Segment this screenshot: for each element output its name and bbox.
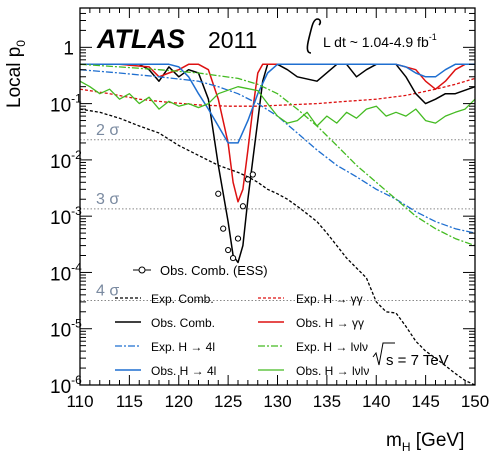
legend-ess-label: Obs. Comb. (ESS): [160, 263, 268, 278]
integral-icon: [306, 18, 322, 54]
sigma-label-4: 4 σ: [96, 283, 119, 300]
y-axis-title: Local p0: [4, 40, 28, 108]
series-obs-h-to-lnulnu: [79, 80, 476, 127]
x-tick-label: 115: [116, 392, 143, 411]
x-tick-label: 110: [66, 392, 93, 411]
experiment-label: ATLAS: [96, 24, 185, 54]
legend-label-obs-h-to-gammagamma: Obs. H → γγ: [296, 316, 364, 330]
legend-label-obs-h-to-lnulnu: Obs. H → lνlν: [296, 364, 369, 378]
ess-point: [215, 190, 222, 197]
legend-label-exp-h-to-lnulnu: Exp. H → lνlν: [296, 340, 368, 354]
y-tick-label: 10-4: [50, 260, 82, 285]
series-exp-h-to-gammagamma: [79, 77, 476, 107]
x-tick-label: 130: [263, 392, 291, 411]
ess-point: [244, 176, 251, 183]
y-tick-label: 10-6: [50, 373, 82, 398]
x-tick-label: 140: [362, 392, 390, 411]
x-tick-label: 125: [214, 392, 242, 411]
luminosity-label: L dt ~ 1.04-4.9 fb-1: [323, 32, 437, 50]
y-tick-label: 10-5: [50, 317, 82, 342]
series-exp-h-to-4l: [79, 69, 476, 234]
ess-point: [249, 171, 256, 178]
legend-label-exp-h-to-4l: Exp. H → 4l: [151, 340, 215, 354]
ess-point: [220, 225, 227, 232]
legend-label-exp-comb: Exp. Comb.: [151, 292, 214, 306]
ess-point: [239, 203, 247, 210]
legend-label-obs-h-to-4l: Obs. H → 4l: [151, 364, 216, 378]
ess-point: [229, 254, 237, 262]
y-tick-label: 10-3: [50, 204, 82, 229]
sqrt-icon: [372, 342, 395, 366]
legend-ess-marker: [138, 266, 146, 274]
energy-label: s = 7 TeV: [386, 352, 449, 369]
ess-point: [225, 246, 232, 254]
sigma-label-3: 3 σ: [96, 191, 119, 208]
series-obs-h-to-4l: [80, 63, 475, 144]
sigma-label-2: 2 σ: [96, 122, 119, 139]
series-obs-h-to-gammagamma: [80, 63, 475, 203]
x-axis-title: mH [GeV]: [386, 430, 464, 454]
y-tick-label: 10-1: [50, 92, 82, 117]
year-label: 2011: [208, 27, 257, 53]
ess-point: [234, 235, 242, 242]
x-tick-label: 120: [165, 392, 193, 411]
legend-label-exp-h-to-gammagamma: Exp. H → γγ: [296, 292, 363, 306]
legend-label-obs-comb: Obs. Comb.: [151, 316, 215, 330]
x-tick-label: 145: [411, 392, 439, 411]
x-tick-label: 150: [461, 392, 489, 411]
x-tick-label: 135: [313, 392, 341, 411]
y-tick-label: 10-2: [50, 148, 82, 173]
y-tick-label: 1: [63, 38, 74, 59]
